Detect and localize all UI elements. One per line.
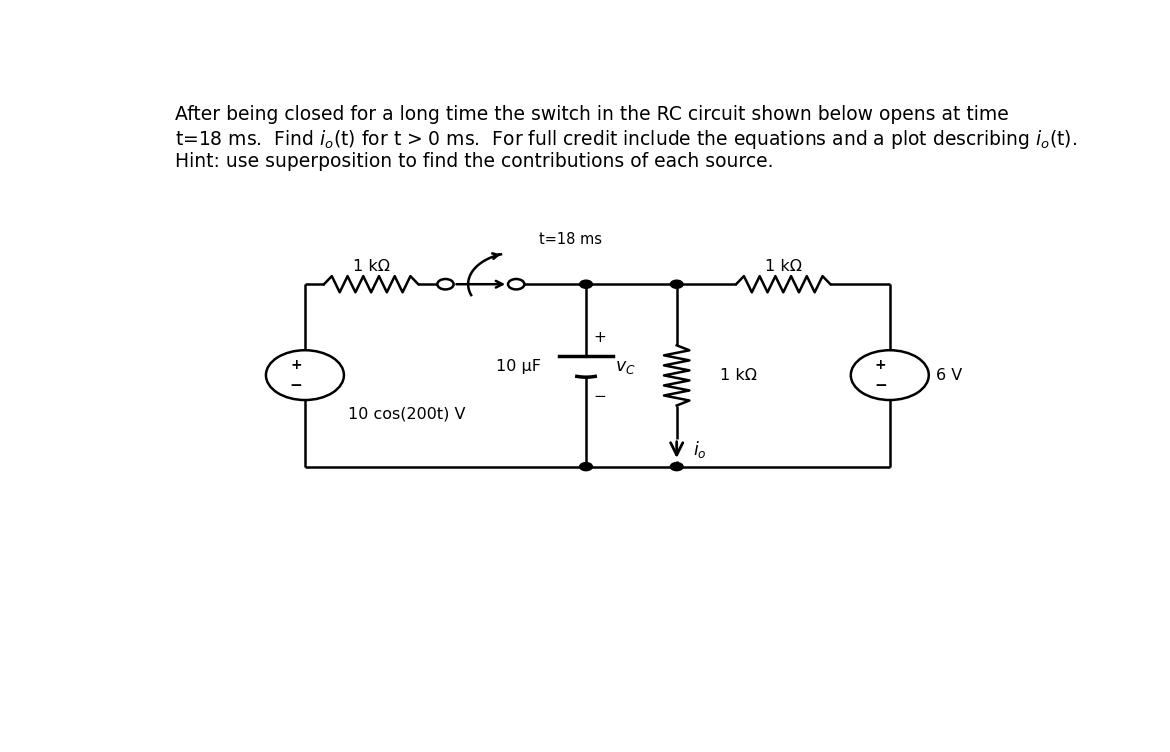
Text: 1 kΩ: 1 kΩ: [721, 368, 757, 383]
Circle shape: [579, 462, 592, 471]
Text: $v_C$: $v_C$: [615, 358, 635, 376]
Circle shape: [579, 280, 592, 288]
Text: −: −: [593, 390, 606, 405]
Text: Hint: use superposition to find the contributions of each source.: Hint: use superposition to find the cont…: [176, 152, 773, 171]
Text: 10 cos(200t) V: 10 cos(200t) V: [349, 407, 466, 422]
Text: $i_o$: $i_o$: [693, 439, 707, 460]
Circle shape: [670, 462, 683, 471]
Text: 1 kΩ: 1 kΩ: [765, 259, 801, 274]
Circle shape: [670, 280, 683, 288]
Text: t=18 ms.  Find $i_o$(t) for t > 0 ms.  For full credit include the equations and: t=18 ms. Find $i_o$(t) for t > 0 ms. For…: [176, 128, 1078, 151]
Text: 6 V: 6 V: [936, 368, 962, 383]
Text: +: +: [875, 358, 887, 371]
Text: 1 kΩ: 1 kΩ: [352, 259, 390, 274]
Text: −: −: [289, 378, 302, 393]
Text: 10 μF: 10 μF: [496, 359, 541, 374]
Text: −: −: [874, 378, 887, 393]
Text: t=18 ms: t=18 ms: [539, 232, 603, 247]
Text: +: +: [290, 358, 302, 371]
Text: +: +: [593, 330, 606, 345]
Text: After being closed for a long time the switch in the RC circuit shown below open: After being closed for a long time the s…: [176, 105, 1009, 124]
